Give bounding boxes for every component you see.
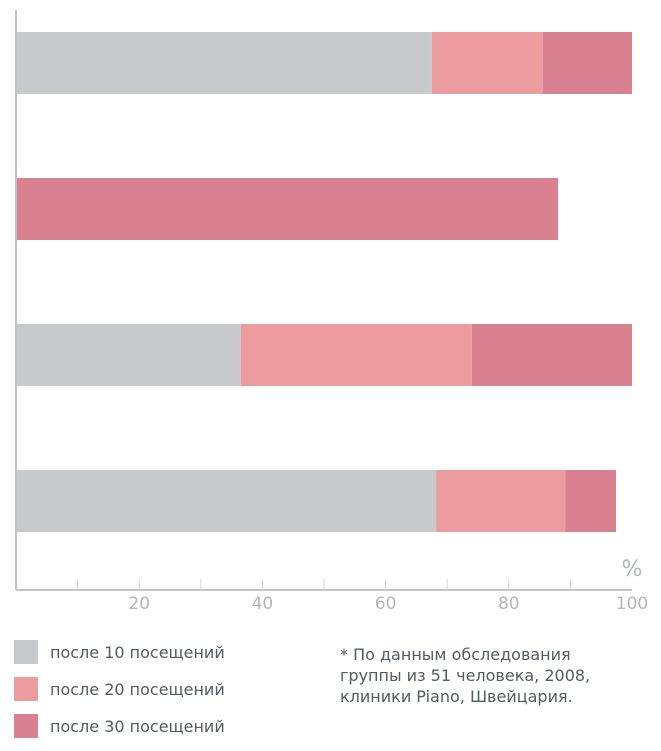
bars-group bbox=[16, 32, 632, 532]
source-note: * По данным обследования группы из 51 че… bbox=[340, 644, 650, 707]
x-tick-label: 20 bbox=[128, 594, 150, 614]
legend: после 10 посещений после 20 посещений по… bbox=[14, 640, 314, 751]
legend-swatch-20 bbox=[14, 677, 38, 701]
stacked-bar-chart: 20 40 60 80 100 % bbox=[15, 10, 648, 614]
x-tick-label: 80 bbox=[498, 594, 520, 614]
source-note-line: группы из 51 человека, 2008, bbox=[340, 666, 591, 685]
legend-swatch-10 bbox=[14, 640, 38, 664]
bar-segment-3-3 bbox=[471, 324, 632, 386]
bar-segment-2-3 bbox=[16, 178, 559, 240]
source-note-line: * По данным обследования bbox=[340, 645, 571, 664]
legend-label-30: после 30 посещений bbox=[50, 716, 225, 736]
x-tick-label: 100 bbox=[616, 594, 648, 614]
bar-segment-1-2 bbox=[431, 32, 543, 94]
x-tick-label: 40 bbox=[252, 594, 274, 614]
bar-segment-3-1 bbox=[16, 324, 241, 386]
source-note-line: клиники Piano, Швейцария. bbox=[340, 687, 573, 706]
bar-segment-1-3 bbox=[542, 32, 632, 94]
bar-segment-3-2 bbox=[240, 324, 472, 386]
bar-segment-4-3 bbox=[565, 470, 616, 532]
unit-label: % bbox=[622, 557, 643, 582]
legend-item: после 10 посещений bbox=[14, 640, 314, 664]
legend-item: после 30 посещений bbox=[14, 714, 314, 738]
legend-item: после 20 посещений bbox=[14, 677, 314, 701]
bar-segment-4-1 bbox=[16, 470, 437, 532]
x-ticks-group: 20 40 60 80 100 bbox=[77, 579, 648, 614]
x-tick-label: 60 bbox=[375, 594, 397, 614]
bar-segment-1-1 bbox=[16, 32, 432, 94]
legend-label-20: после 20 посещений bbox=[50, 679, 225, 699]
legend-label-10: после 10 посещений bbox=[50, 642, 225, 662]
bar-segment-4-2 bbox=[436, 470, 566, 532]
legend-swatch-30 bbox=[14, 714, 38, 738]
